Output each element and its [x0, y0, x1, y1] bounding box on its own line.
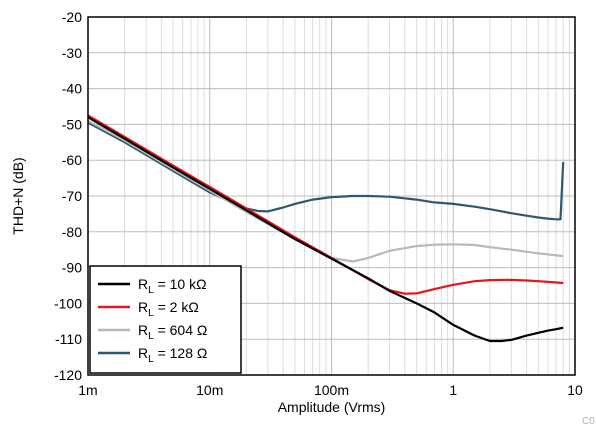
y-tick-label: -80 [62, 224, 82, 240]
legend-entry: RL = 2 kΩ [138, 299, 199, 319]
y-tick-label: -120 [54, 367, 82, 383]
y-tick-label: -50 [62, 116, 82, 132]
plot-frame [87, 16, 576, 376]
y-tick-label: -110 [55, 331, 82, 347]
x-axis-title: Amplitude (Vrms) [278, 399, 386, 415]
legend: RL = 10 kΩ RL = 2 kΩ RL = 604 Ω RL = 128 Ω [89, 265, 242, 374]
legend-entry: RL = 128 Ω [138, 345, 207, 365]
series-line [87, 119, 564, 263]
series-line [87, 114, 564, 295]
x-tick-label: 1m [78, 382, 97, 398]
y-axis-title: THD+N (dB) [10, 157, 26, 234]
x-tick-label: 100m [314, 382, 349, 398]
x-tick-label: 10 [567, 382, 583, 398]
x-tick-label: 10m [196, 382, 223, 398]
legend-entry: RL = 604 Ω [138, 322, 207, 342]
y-tick-label: -90 [62, 260, 82, 276]
legend-entry: RL = 10 kΩ [138, 276, 207, 296]
series-lines [87, 114, 565, 343]
x-tick-labels: 1m 10m 100m 1 10 [78, 382, 583, 398]
y-tick-label: -20 [62, 9, 82, 25]
grid [88, 17, 575, 375]
y-tick-label: -40 [62, 81, 82, 97]
y-tick-label: -30 [62, 45, 82, 61]
x-tick-label: 1 [449, 382, 457, 398]
y-tick-label: -60 [62, 152, 82, 168]
y-tick-label: -70 [62, 188, 82, 204]
watermark: C0 [582, 416, 595, 427]
y-tick-labels: -120 -110 -100 -90 -80 -70 -60 -50 -40 -30 -20 [54, 9, 82, 383]
series-line [87, 116, 564, 343]
y-tick-label: -100 [54, 295, 82, 311]
